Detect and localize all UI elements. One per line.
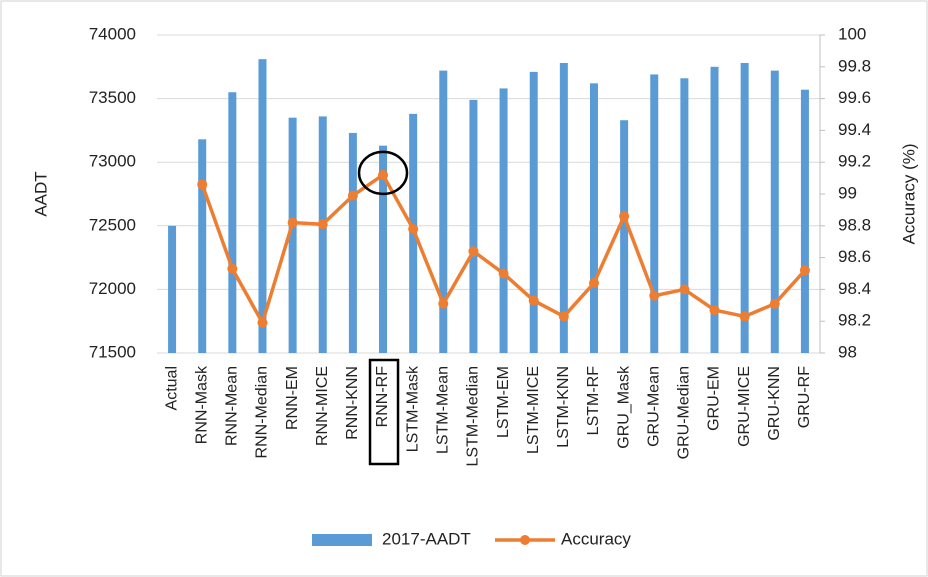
- bar: [559, 62, 568, 353]
- x-tick-label: LSTM-RF: [585, 366, 602, 436]
- y2-tick-label: 99.2: [838, 152, 871, 171]
- bar: [529, 71, 538, 353]
- x-tick-label: RNN-KNN: [344, 366, 361, 440]
- marker: [528, 295, 539, 306]
- y-tick-label: 73500: [89, 88, 136, 107]
- x-tick-label: RNN-Median: [254, 366, 271, 458]
- y2-tick-label: 99.4: [838, 120, 871, 139]
- bar: [198, 139, 207, 353]
- bar: [710, 66, 719, 354]
- y2-axis-label: Accuracy (%): [899, 143, 918, 244]
- bar: [168, 225, 177, 353]
- marker: [769, 298, 780, 309]
- marker: [468, 246, 479, 257]
- y2-tick-label: 99: [838, 183, 857, 202]
- x-tick-label: RNN-MICE: [314, 366, 331, 446]
- y-tick-label: 74000: [89, 24, 136, 43]
- y2-tick-label: 100: [838, 24, 866, 43]
- y2-tick-label: 98: [838, 342, 857, 361]
- bar: [499, 88, 508, 353]
- y-tick-label: 73000: [89, 152, 136, 171]
- highlight-box: [368, 358, 400, 466]
- bar: [318, 116, 327, 354]
- marker: [347, 190, 358, 201]
- marker: [227, 263, 238, 274]
- x-tick-label: LSTM-KNN: [555, 366, 572, 448]
- x-tick-label: GRU_Mask: [615, 365, 632, 449]
- marker: [378, 169, 389, 180]
- marker: [287, 217, 298, 228]
- marker: [799, 265, 810, 276]
- x-tick-label: LSTM-MICE: [525, 366, 542, 454]
- marker: [588, 278, 599, 289]
- bar: [228, 92, 237, 354]
- x-tick-label: GRU-EM: [706, 366, 723, 431]
- marker: [709, 305, 720, 316]
- y2-tick-label: 98.4: [838, 279, 871, 298]
- y2-tick-label: 99.8: [838, 56, 871, 75]
- marker: [649, 290, 660, 301]
- y-tick-label: 72000: [89, 279, 136, 298]
- x-tick-label: GRU-KNN: [766, 366, 783, 441]
- x-tick-label: RNN-Mean: [224, 366, 241, 446]
- bar: [288, 117, 297, 354]
- marker: [197, 179, 208, 190]
- x-tick-label: RNN-EM: [284, 366, 301, 430]
- bar: [620, 120, 629, 353]
- x-tick-label: LSTM-EM: [495, 366, 512, 438]
- marker: [408, 223, 419, 234]
- y-tick-label: 72500: [89, 215, 136, 234]
- y-tick-label: 71500: [89, 342, 136, 361]
- marker: [619, 211, 630, 222]
- x-tick-label: GRU-RF: [796, 366, 813, 428]
- bar: [800, 89, 809, 354]
- bar: [439, 70, 448, 353]
- y2-tick-label: 98.8: [838, 215, 871, 234]
- y2-tick-label: 99.6: [838, 88, 871, 107]
- x-tick-label: GRU-Mean: [645, 366, 662, 447]
- bar: [348, 132, 357, 353]
- x-tick-label: GRU-MICE: [736, 366, 753, 447]
- legend-swatch: [312, 534, 372, 546]
- highlight-circle: [357, 150, 409, 196]
- x-tick-label: GRU-Median: [676, 366, 693, 459]
- y2-tick-label: 98.6: [838, 247, 871, 266]
- marker: [317, 219, 328, 230]
- bar: [589, 83, 598, 353]
- bar: [379, 145, 388, 353]
- bar: [650, 74, 659, 353]
- marker: [679, 284, 690, 295]
- x-tick-label: LSTM-Median: [465, 366, 482, 466]
- marker: [498, 268, 509, 279]
- x-tick-label: RNN-RF: [374, 366, 391, 428]
- legend-label: Accuracy: [561, 529, 631, 548]
- x-tick-label: LSTM-Mask: [404, 365, 421, 452]
- bar: [740, 62, 749, 353]
- y2-tick-label: 98.2: [838, 311, 871, 330]
- x-tick-label: Actual: [163, 366, 180, 410]
- marker: [558, 311, 569, 322]
- bar: [258, 59, 267, 353]
- marker: [438, 298, 449, 309]
- marker: [257, 317, 268, 328]
- y-axis-label: AADT: [31, 171, 50, 216]
- legend-label: 2017-AADT: [382, 529, 471, 548]
- legend-swatch: [520, 535, 530, 545]
- x-tick-label: LSTM-Mean: [435, 366, 452, 454]
- x-tick-label: RNN-Mask: [193, 365, 210, 444]
- bar: [770, 70, 779, 353]
- bar: [680, 78, 689, 354]
- bar: [469, 99, 478, 353]
- marker: [739, 311, 750, 322]
